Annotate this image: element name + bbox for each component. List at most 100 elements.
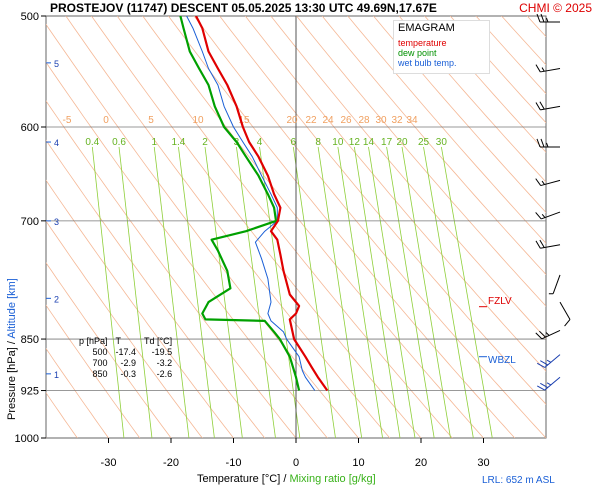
dry-adiabat-label: 20 bbox=[286, 115, 298, 126]
legend-wet-bulb: wet bulb temp. bbox=[398, 58, 457, 68]
dry-adiabat-line bbox=[398, 16, 546, 183]
dry-adiabat-line bbox=[296, 16, 546, 307]
mixing-ratio-line bbox=[337, 146, 383, 438]
wind-barb-staff bbox=[540, 105, 561, 111]
pressure-tick-label: 600 bbox=[21, 122, 39, 134]
wind-barb-feather bbox=[539, 239, 545, 248]
pressure-tick-label: 500 bbox=[21, 11, 39, 23]
wind-barb-feather bbox=[564, 319, 571, 327]
dry-adiabat-line bbox=[424, 16, 546, 153]
wind-barb-feather bbox=[539, 330, 546, 338]
legend-dew-point: dew point bbox=[398, 48, 437, 58]
dry-adiabat-line bbox=[168, 16, 516, 438]
x-axis-label-mixing-ratio: Mixing ratio [g/kg] bbox=[289, 473, 376, 485]
table-cell: -2.9 bbox=[120, 358, 137, 368]
wind-barb bbox=[535, 178, 561, 187]
dry-adiabat-label: 24 bbox=[322, 115, 334, 126]
wind-barb-feather bbox=[536, 13, 541, 23]
dry-adiabat-label: -5 bbox=[63, 115, 72, 126]
dry-adiabat-label: 30 bbox=[375, 115, 387, 126]
mixing-ratio-line bbox=[178, 146, 215, 438]
table-row: 700 -2.9 -3.2 bbox=[75, 358, 176, 369]
dry-adiabat-line bbox=[270, 16, 546, 340]
dry-adiabat-line bbox=[579, 16, 600, 438]
dry-adiabat-label: 10 bbox=[192, 115, 204, 126]
dry-adiabat-line bbox=[46, 23, 359, 438]
table-row: 500 -17.4 -19.5 bbox=[75, 347, 176, 358]
temperature-tick-label: 30 bbox=[477, 457, 489, 469]
mixing-ratio-label: 8 bbox=[315, 137, 321, 148]
x-axis-label-temperature: Temperature [°C] bbox=[197, 473, 281, 485]
wind-barb-staff bbox=[544, 354, 561, 368]
lrl-text: LRL: 652 m ASL bbox=[482, 475, 555, 486]
wind-barb-half-feather bbox=[541, 180, 545, 185]
legend-temperature: temperature bbox=[398, 38, 447, 48]
dry-adiabat-label: 34 bbox=[406, 115, 418, 126]
dry-adiabat-label: 22 bbox=[305, 115, 317, 126]
dry-adiabat-label: 28 bbox=[358, 115, 370, 126]
mixing-ratio-line bbox=[91, 146, 125, 438]
pressure-tick-label: 925 bbox=[21, 386, 39, 398]
wind-barb-feather bbox=[535, 332, 543, 340]
dry-adiabat-label: 15 bbox=[238, 115, 250, 126]
temperature-tick-label: 10 bbox=[352, 457, 364, 469]
table-header-t: T bbox=[115, 336, 122, 346]
mixing-ratio-label: 17 bbox=[381, 137, 393, 148]
y-axis-label-pressure: Pressure [hPa] bbox=[6, 347, 18, 420]
wind-barb-staff bbox=[540, 244, 561, 249]
table-cell: 500 bbox=[92, 347, 108, 357]
mixing-ratio-line bbox=[153, 146, 190, 438]
dry-adiabat-line bbox=[449, 16, 546, 124]
wind-barb-half-feather bbox=[545, 332, 550, 336]
dry-adiabat-line bbox=[46, 220, 203, 438]
dry-adiabat-label: 26 bbox=[340, 115, 352, 126]
wind-barb bbox=[535, 211, 561, 220]
wind-barb-staff bbox=[541, 211, 561, 220]
fzlv-label: FZLV bbox=[488, 296, 512, 307]
dry-adiabat-line bbox=[193, 16, 546, 438]
mixing-ratio-line bbox=[368, 146, 416, 438]
table-cell: 850 bbox=[92, 369, 108, 379]
x-axis-label-separator: / bbox=[280, 473, 290, 485]
wind-barb-feather bbox=[535, 212, 542, 220]
pressure-tick-label: 1000 bbox=[15, 433, 39, 445]
mixing-ratio-label: 25 bbox=[418, 137, 430, 148]
dry-adiabat-line bbox=[46, 100, 297, 438]
wind-barb-feather bbox=[535, 178, 542, 186]
dry-adiabat-label: 32 bbox=[391, 115, 403, 126]
altitude-tick-label: 1 bbox=[54, 370, 59, 380]
wind-barb-half-feather bbox=[541, 67, 545, 72]
values-table: p [hPa] T Td [°C] 500 -17.4 -19.5 700 -2… bbox=[75, 336, 176, 380]
wind-barb-feather bbox=[535, 64, 541, 73]
mixing-ratio-label: 1.4 bbox=[171, 137, 185, 148]
y-axis-label-altitude: Altitude [km] bbox=[6, 278, 18, 339]
wind-barb-feather bbox=[536, 362, 545, 368]
wind-barb-feather bbox=[535, 240, 541, 249]
mixing-ratio-line bbox=[353, 146, 401, 438]
temperature-line bbox=[195, 16, 329, 392]
wind-barb bbox=[536, 13, 560, 23]
dry-adiabat-line bbox=[46, 347, 109, 438]
dry-adiabat-line bbox=[321, 16, 546, 276]
y-axis-label-separator: / bbox=[6, 338, 18, 348]
wind-barb-feather bbox=[535, 102, 541, 111]
altitude-tick-label: 4 bbox=[54, 138, 59, 148]
wind-barb-staff bbox=[552, 274, 561, 294]
table-cell: -19.5 bbox=[151, 347, 173, 357]
wind-barb-staff bbox=[559, 301, 571, 320]
wind-barb-feather bbox=[540, 360, 548, 366]
temperature-tick-label: -10 bbox=[226, 457, 242, 469]
dry-adiabat-line bbox=[244, 16, 546, 372]
values-table-header: p [hPa] T Td [°C] bbox=[75, 336, 176, 347]
mixing-ratio-label: 0.6 bbox=[112, 137, 126, 148]
mixing-ratio-label: 4 bbox=[257, 137, 263, 148]
wind-barb-half-feather bbox=[546, 142, 549, 148]
dry-adiabat-line bbox=[347, 16, 546, 244]
temperature-tick-label: -30 bbox=[101, 457, 117, 469]
wind-barb bbox=[536, 354, 561, 368]
mixing-ratio-label: 0.4 bbox=[85, 137, 99, 148]
table-cell: -0.3 bbox=[120, 369, 137, 379]
temperature-tick-label: -20 bbox=[163, 457, 179, 469]
altitude-tick-label: 2 bbox=[54, 294, 59, 304]
